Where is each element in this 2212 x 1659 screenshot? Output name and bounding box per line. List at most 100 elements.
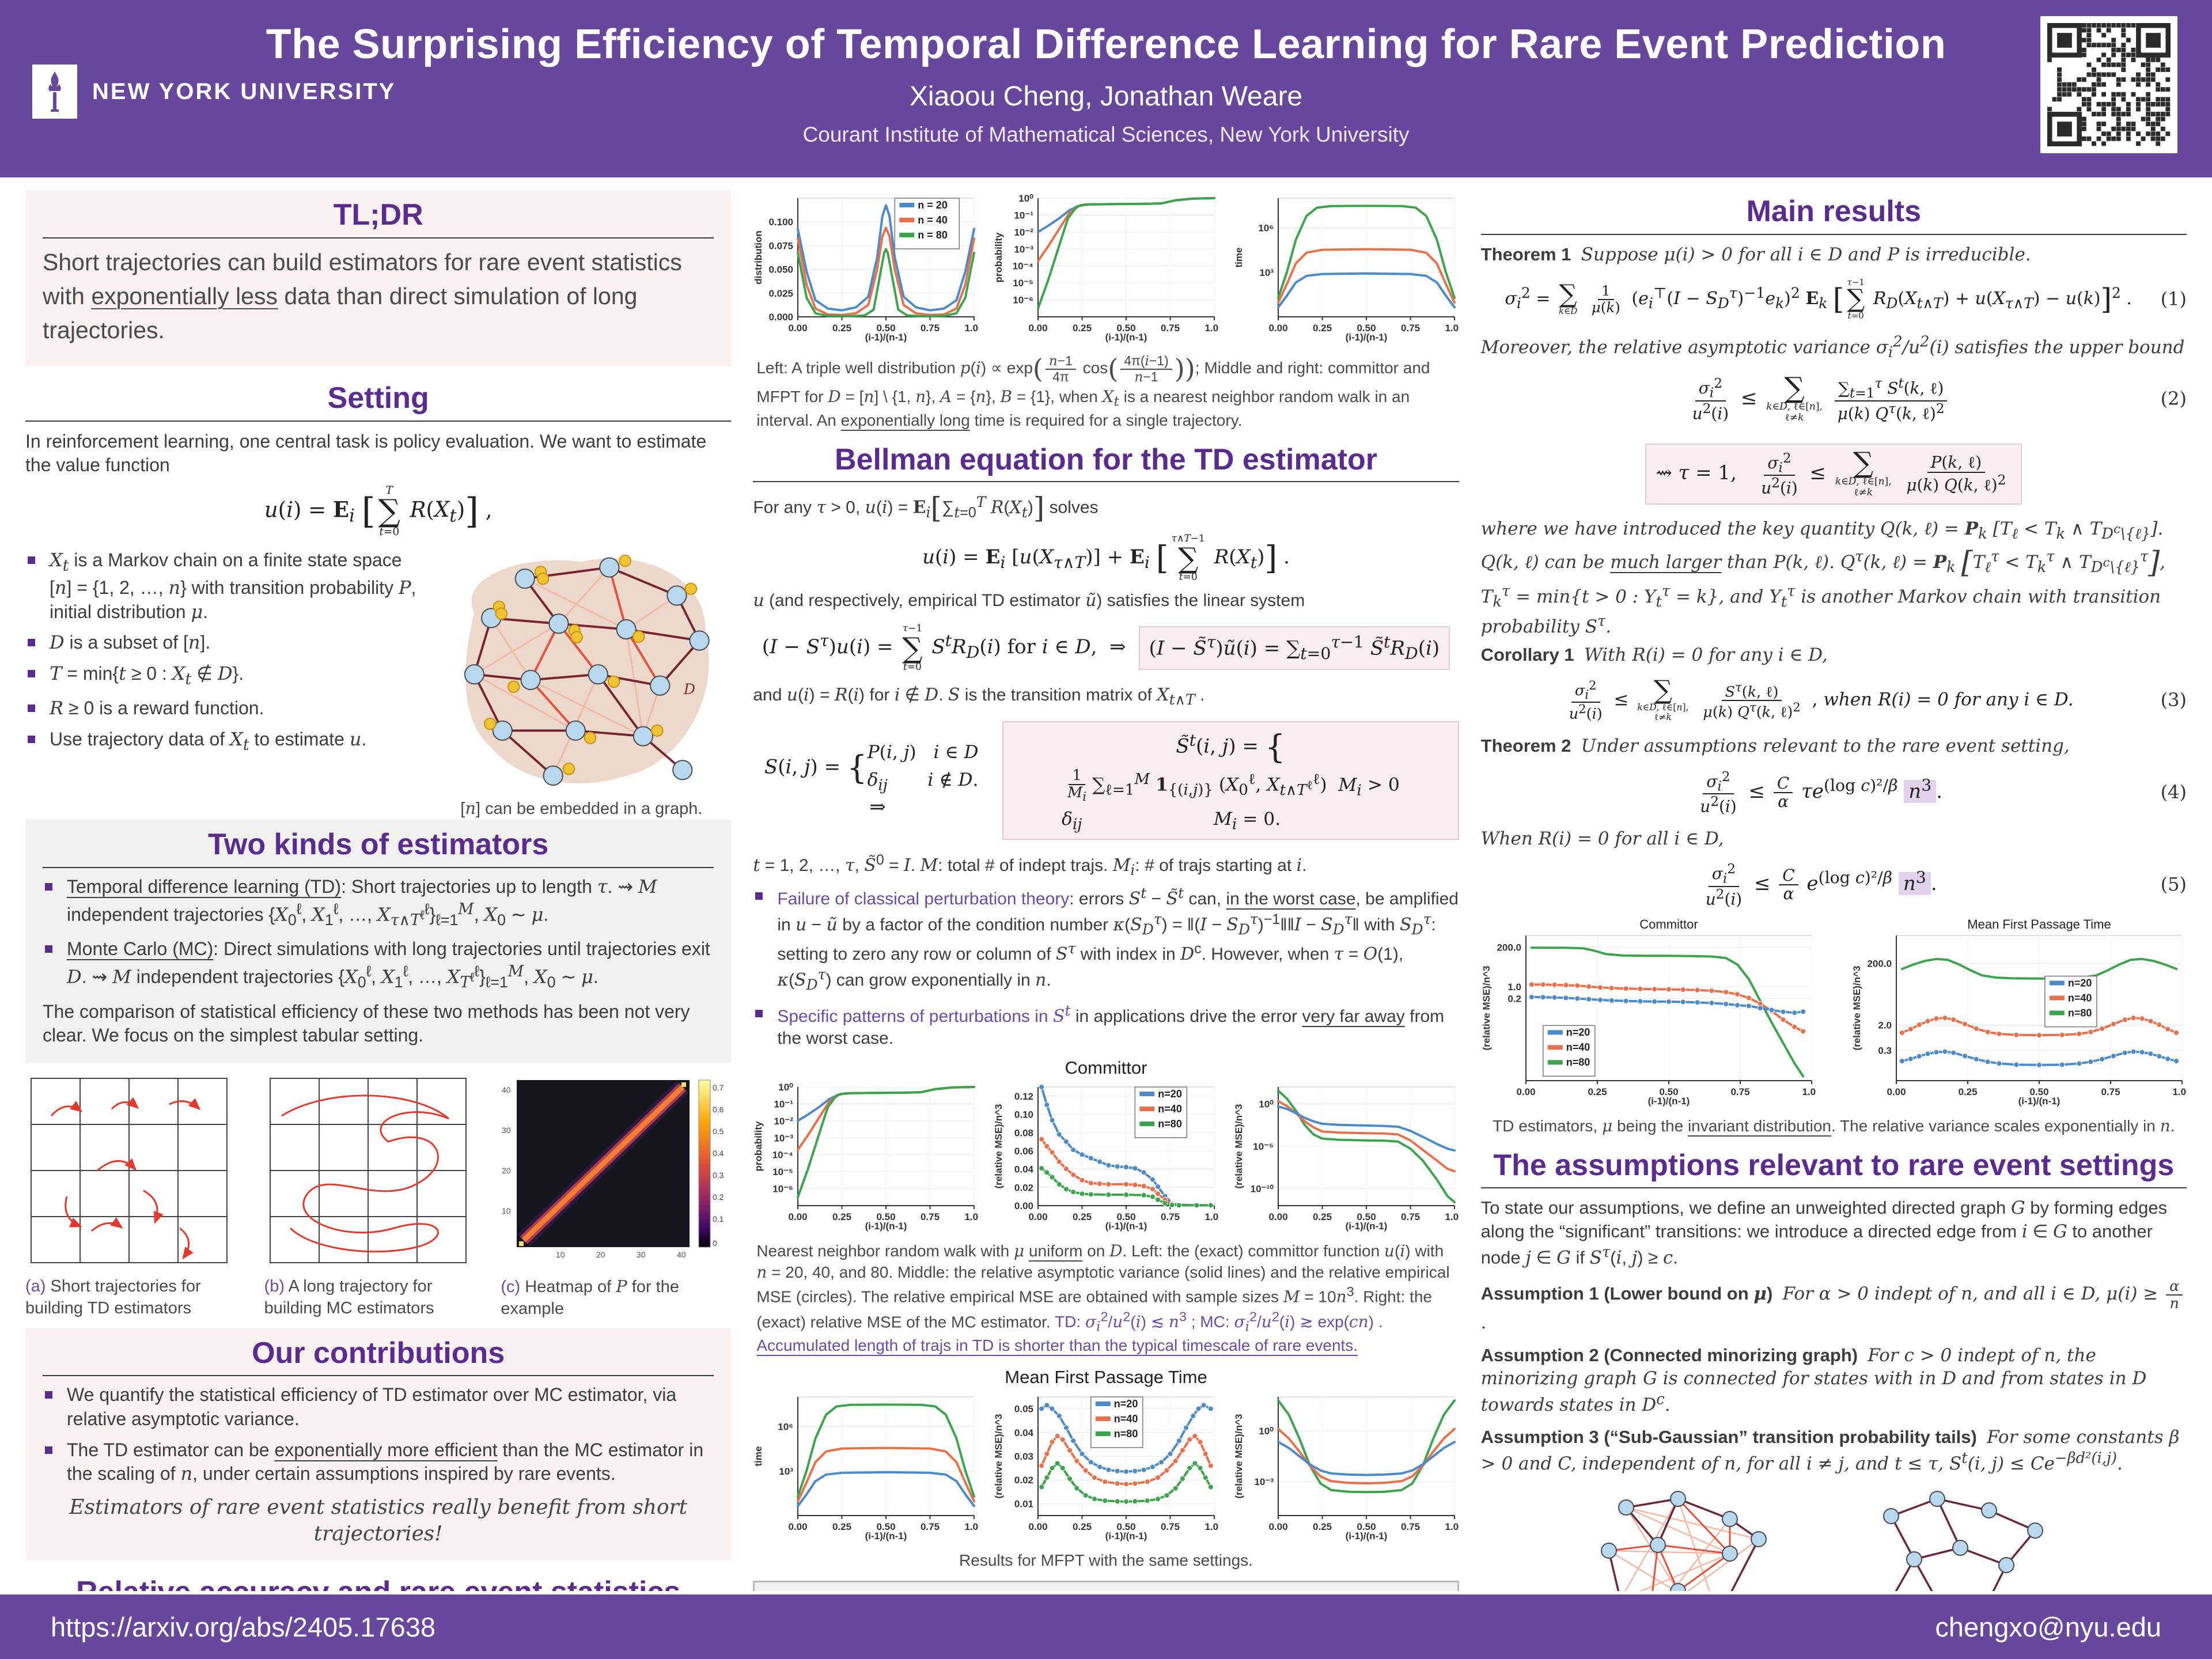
- svg-text:0.050: 0.050: [769, 264, 794, 275]
- svg-text:(i-1)/(n-1): (i-1)/(n-1): [1105, 1531, 1147, 1541]
- svg-text:n=80: n=80: [2068, 1007, 2092, 1019]
- svg-text:0.00: 0.00: [789, 1211, 808, 1222]
- svg-text:(i-1)/(n-1): (i-1)/(n-1): [865, 1531, 907, 1541]
- svg-text:10⁻¹: 10⁻¹: [1014, 210, 1033, 221]
- svg-text:0.50: 0.50: [1357, 323, 1376, 334]
- tau-1-boxed-equation: ⇝ τ = 1, σi2 u2(i) ≤ ∑ k∈D, ℓ∈[n], ℓ≠k P(k,…: [1645, 443, 2022, 505]
- bellman-section: Bellman equation for the TD estimator Fo…: [753, 441, 1459, 1050]
- svg-text:(relative MSE)/n^3: (relative MSE)/n^3: [993, 1414, 1004, 1498]
- svg-text:1.00: 1.00: [1205, 323, 1219, 334]
- qr-code: [2040, 16, 2177, 153]
- svg-text:1.00: 1.00: [965, 1211, 979, 1222]
- svg-text:0.025: 0.025: [769, 288, 794, 299]
- svg-text:0.25: 0.25: [1073, 1521, 1092, 1532]
- theorem-2: Theorem 2 Under assumptions relevant to …: [1480, 736, 2070, 757]
- svg-text:n=20: n=20: [1114, 1398, 1138, 1410]
- svg-text:1.00: 1.00: [965, 1521, 979, 1532]
- committor-relative-mse-plot: 200.0 1.00.2 0.00 0.25 0.50 0.75 1.00 (relative…: [1481, 917, 1821, 1113]
- svg-text:30: 30: [502, 1126, 511, 1135]
- list-item: Monte Carlo (MC): Direct simulations wit…: [44, 937, 714, 993]
- svg-text:10⁻³: 10⁻³: [774, 1133, 794, 1144]
- svg-text:10⁻⁶: 10⁻⁶: [773, 1184, 794, 1195]
- main-results-heading: Main results: [1746, 195, 1922, 228]
- svg-text:0.75: 0.75: [2101, 1086, 2120, 1097]
- coin-icons: [484, 554, 698, 775]
- email-link[interactable]: chengxo@nyu.edu: [1935, 1611, 2161, 1642]
- svg-text:(relative MSE)/n^3: (relative MSE)/n^3: [1851, 966, 1862, 1051]
- svg-text:0.01: 0.01: [1014, 1498, 1033, 1509]
- figure-caption: (a) Short trajectories for building TD e…: [25, 1277, 201, 1318]
- bellman-intro: For any τ > 0, u(i) = Ei[∑t=0T R(Xt)] so…: [753, 491, 1099, 525]
- svg-text:200.0: 200.0: [1867, 959, 1892, 969]
- committor-probability-plot: 10⁰ 10⁻¹ 10⁻² 10⁻³ 10⁻⁴ 10⁻⁵ 10⁻⁶ 0.00 0.25 0.50 0…: [993, 192, 1224, 349]
- svg-text:0.50: 0.50: [1116, 323, 1135, 334]
- svg-text:(relative MSE)/n^3: (relative MSE)/n^3: [1233, 1414, 1244, 1498]
- example-figures: (a) Short trajectories for building TD e…: [25, 1075, 731, 1320]
- svg-text:10⁻³: 10⁻³: [1254, 1476, 1274, 1487]
- svg-text:10⁰: 10⁰: [779, 1082, 794, 1093]
- svg-text:n=20: n=20: [1158, 1088, 1182, 1100]
- svg-text:0.50: 0.50: [1116, 1521, 1135, 1532]
- list-item: The TD estimator can be exponentially mo…: [44, 1438, 714, 1486]
- assumptions-section: The assumptions relevant to rare event s…: [1480, 1146, 2187, 1591]
- assumptions-heading: The assumptions relevant to rare event s…: [1493, 1148, 2175, 1182]
- svg-text:0.50: 0.50: [877, 1521, 896, 1532]
- svg-text:n = 80: n = 80: [918, 229, 948, 241]
- svg-text:(relative MSE)/n^3: (relative MSE)/n^3: [1481, 966, 1492, 1051]
- setting-section: Setting In reinforcement learning, one c…: [25, 379, 732, 820]
- svg-text:probability: probability: [753, 1121, 764, 1171]
- mfpt-time-plot: 10³ 10⁶ 0.00 0.25 0.50 0.75 1.00 time (i-1)/(n-1…: [1233, 192, 1459, 349]
- svg-text:(relative MSE)/n^3: (relative MSE)/n^3: [993, 1104, 1004, 1189]
- mfpt-td-mse-plot: 0.01 0.02 0.03 0.04 0.05 0.00 0.25 0.50 0.75 1.00…: [993, 1391, 1224, 1548]
- svg-text:10: 10: [556, 1250, 565, 1259]
- svg-text:n = 40: n = 40: [918, 214, 948, 226]
- svg-text:10⁻⁶: 10⁻⁶: [1013, 295, 1033, 306]
- svg-text:10⁰: 10⁰: [1259, 1426, 1274, 1437]
- middle-column: 0.000 0.025 0.050 0.075 0.100 0.00 0.25 0.50 0.7…: [753, 190, 1459, 1591]
- svg-text:0.00: 0.00: [1268, 1521, 1287, 1532]
- divider: [43, 867, 714, 869]
- svg-text:0.75: 0.75: [1401, 1521, 1420, 1532]
- svg-text:0.75: 0.75: [1401, 1211, 1420, 1222]
- svg-text:0.05: 0.05: [1014, 1403, 1033, 1414]
- distribution-plot: 0.000 0.025 0.050 0.075 0.100 0.00 0.25 0.50 0.7…: [753, 192, 984, 349]
- mfpt-results-figure: Mean First Passage Time 10³ 10⁶ 0.00 0.25 0.…: [753, 1366, 1459, 1571]
- svg-text:0.3: 0.3: [1878, 1046, 1892, 1056]
- svg-text:0.75: 0.75: [1161, 1521, 1180, 1532]
- svg-text:10⁻⁴: 10⁻⁴: [1013, 261, 1033, 272]
- svg-text:0.00: 0.00: [1028, 1521, 1047, 1532]
- relative-accuracy-heading: Relative accuracy and rare event statist…: [25, 1573, 731, 1591]
- list-item: D is a subset of [n].: [27, 631, 421, 655]
- svg-text:0.7: 0.7: [713, 1083, 724, 1092]
- svg-text:200.0: 200.0: [1497, 942, 1521, 953]
- svg-text:0.25: 0.25: [832, 1211, 851, 1222]
- svg-text:0.6: 0.6: [713, 1105, 724, 1114]
- empirical-linear-system-boxed: (I − S̃τ)ũ(i) = ∑t=0τ−1 S̃tRD(i): [1138, 626, 1450, 671]
- svg-text:distribution: distribution: [753, 230, 764, 284]
- empirical-s-matrix-boxed: S̃t(i, j) = {1 Mi ∑ℓ=1M 1{(i,j)} (X0ℓ, Xt∧…: [1002, 721, 1459, 840]
- nyu-logo: NEW YORK UNIVERSITY: [32, 65, 396, 119]
- svg-text:0.75: 0.75: [1401, 323, 1420, 334]
- mfpt-mc-mse-plot: 10⁰ 10⁻³ 0.00 0.25 0.50 0.75 1.00 (relative MSE…: [1233, 1391, 1459, 1548]
- svg-text:0.50: 0.50: [1357, 1521, 1376, 1532]
- svg-text:0.25: 0.25: [1073, 1211, 1092, 1222]
- td-estimator-plots-caption: TD estimators, μ being the invariant dis…: [1493, 1116, 2175, 1135]
- divider: [25, 420, 732, 422]
- svg-text:40: 40: [677, 1250, 686, 1259]
- mfpt-results-caption: Results for MFPT with the same settings.: [959, 1551, 1253, 1569]
- svg-text:0: 0: [713, 1238, 717, 1248]
- svg-text:0.00: 0.00: [1268, 323, 1287, 334]
- svg-text:Committor: Committor: [1639, 917, 1698, 931]
- bellman-heading: Bellman equation for the TD estimator: [835, 443, 1377, 477]
- contributions-heading: Our contributions: [252, 1336, 505, 1370]
- svg-text:1.00: 1.00: [1445, 1211, 1459, 1222]
- arxiv-link[interactable]: https://arxiv.org/abs/2405.17638: [51, 1611, 436, 1642]
- svg-text:2.0: 2.0: [1878, 1020, 1892, 1031]
- university-name: NEW YORK UNIVERSITY: [92, 78, 396, 104]
- list-item: Use trajectory data of Xt to estimate u.: [27, 728, 421, 755]
- svg-text:0.075: 0.075: [769, 240, 794, 251]
- contributions-highlight: Estimators of rare event statistics real…: [69, 1495, 688, 1546]
- assumption-1: Assumption 1 (Lower bound on μ) For α > …: [1481, 1278, 2187, 1334]
